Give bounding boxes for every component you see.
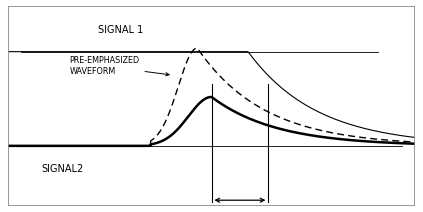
Text: PRE-EMPHASIZED
WAVEFORM: PRE-EMPHASIZED WAVEFORM bbox=[69, 56, 169, 76]
Text: t$_{\rm ISI}$: t$_{\rm ISI}$ bbox=[235, 210, 249, 212]
Text: SIGNAL 1: SIGNAL 1 bbox=[98, 25, 143, 35]
Text: SIGNAL2: SIGNAL2 bbox=[41, 165, 83, 174]
Bar bbox=[8, 6, 415, 206]
